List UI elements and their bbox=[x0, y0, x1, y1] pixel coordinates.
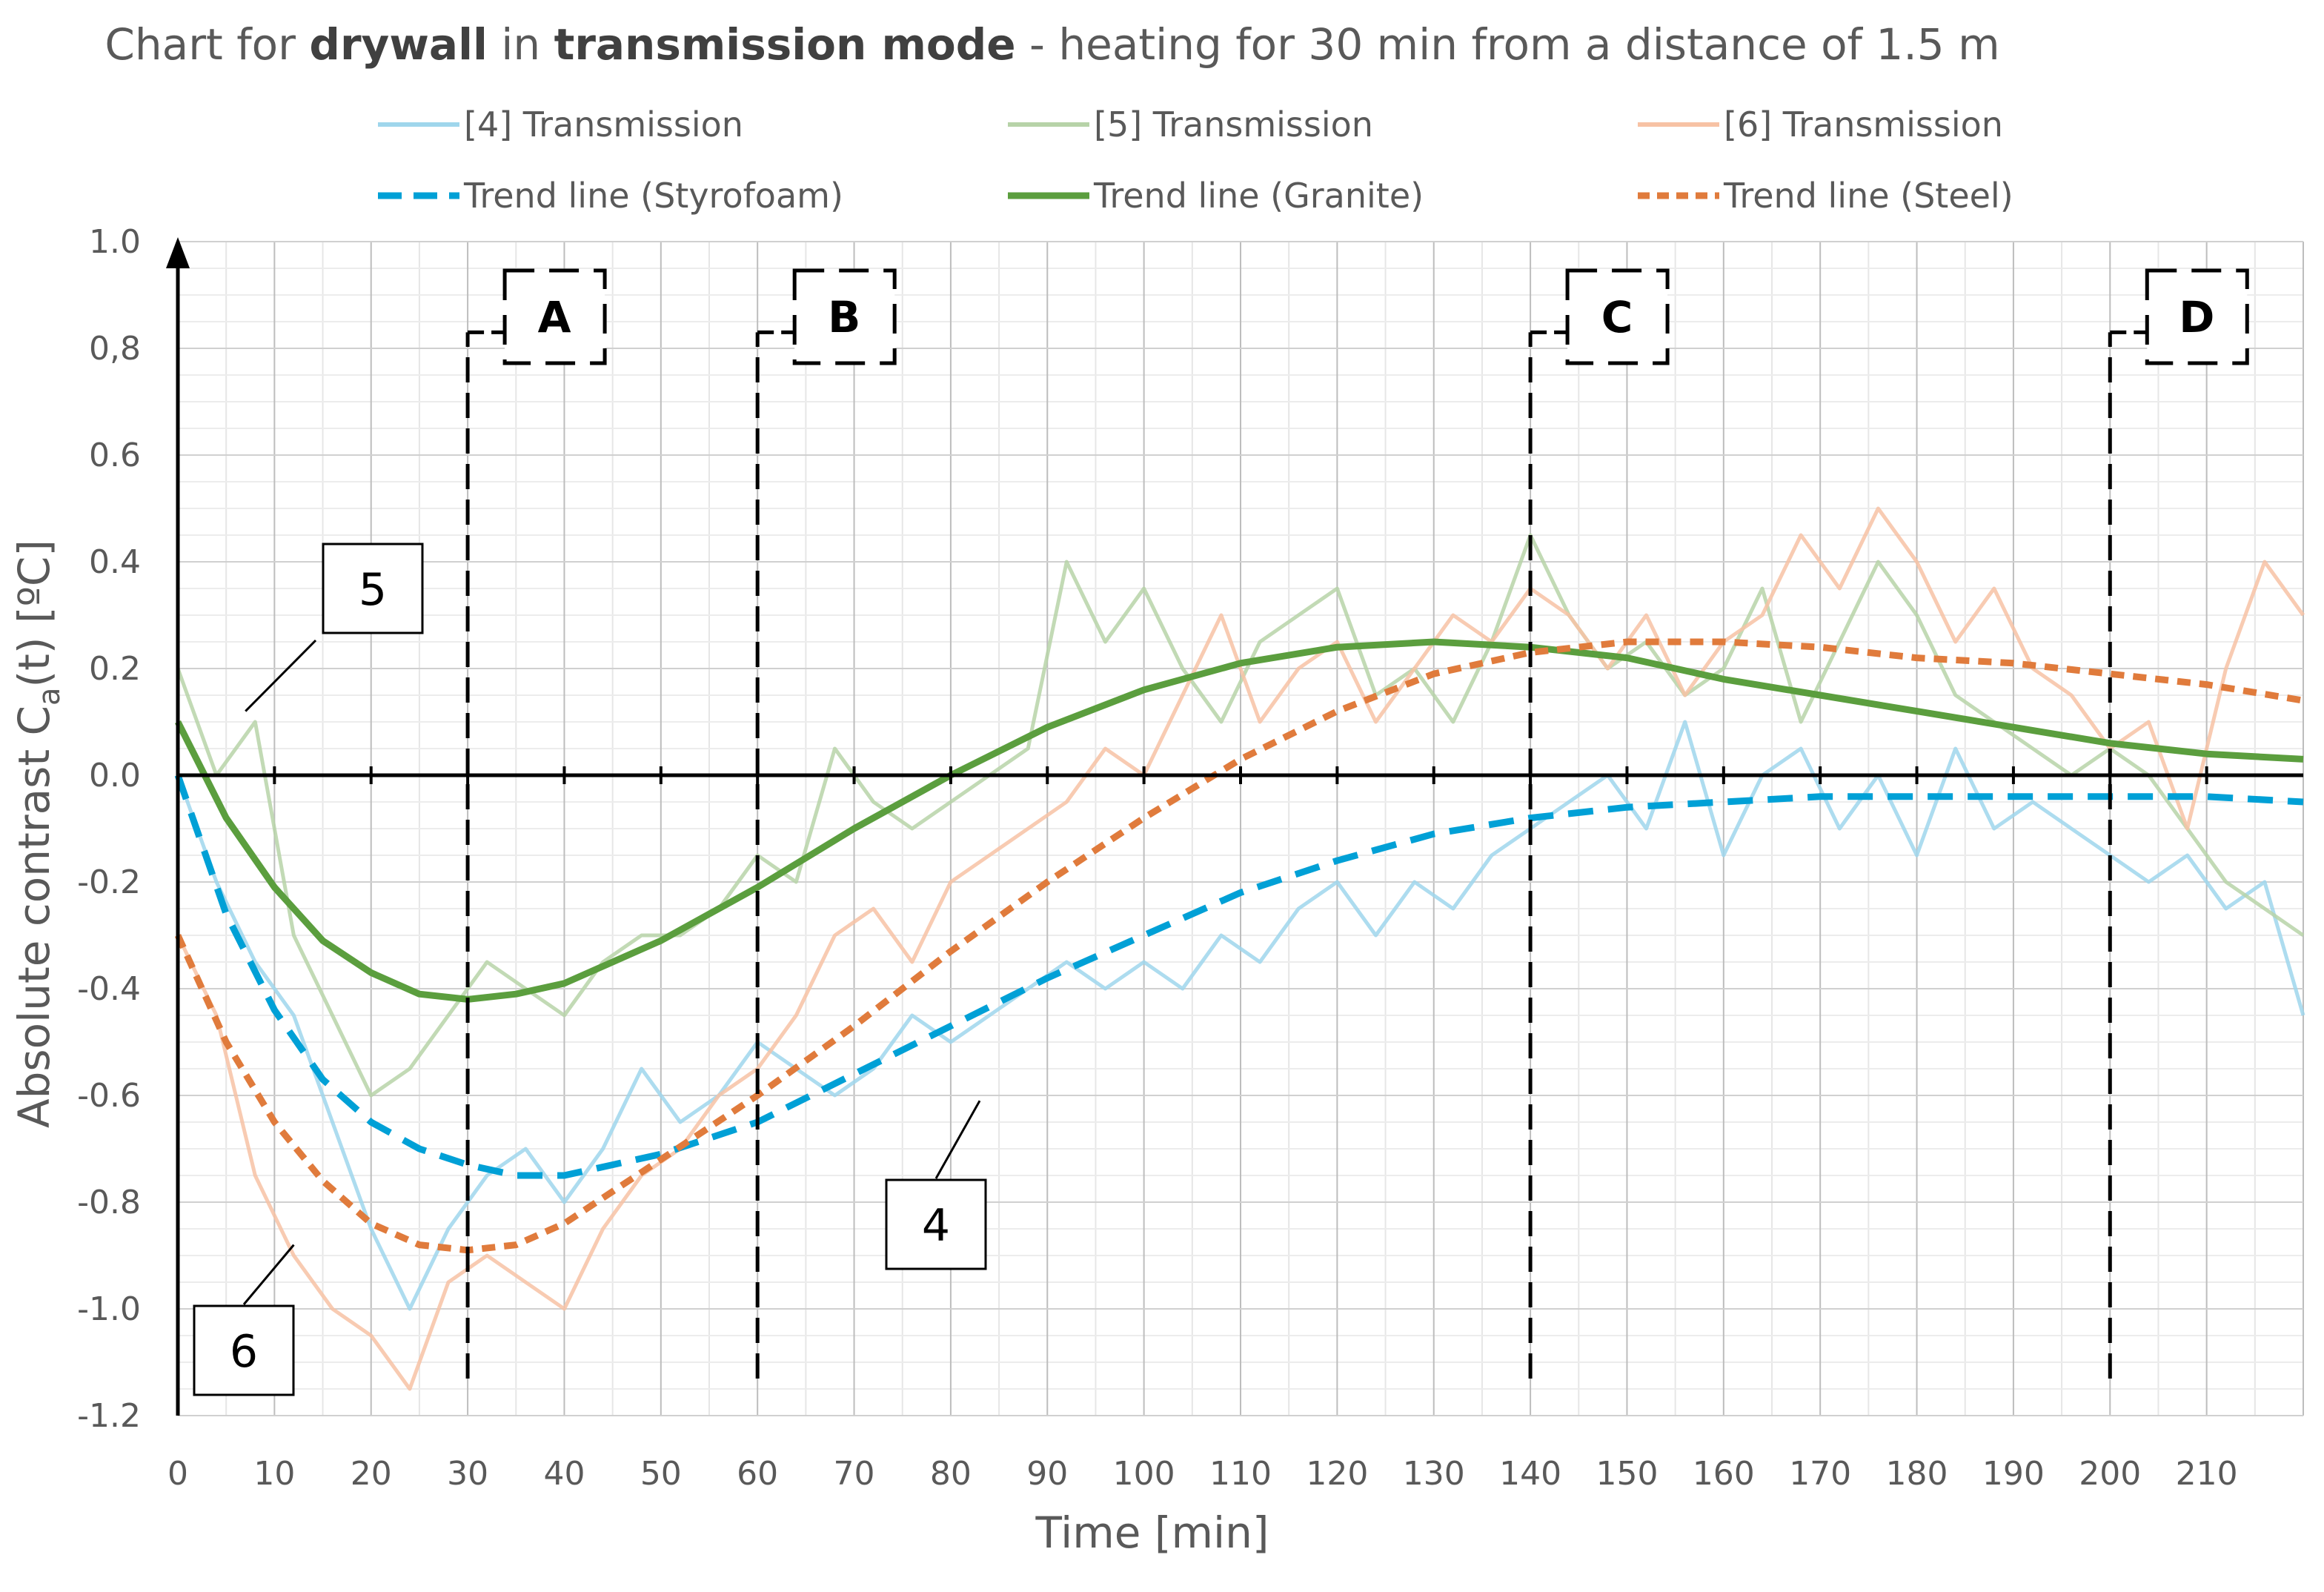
y-tick-label: 0.0 bbox=[89, 757, 141, 795]
y-tick-label: -0.2 bbox=[77, 863, 141, 901]
legend-label-trend-line-styrofoam: Trend line (Styrofoam) bbox=[463, 176, 843, 216]
x-tick-label: 130 bbox=[1403, 1455, 1465, 1493]
x-tick-label: 30 bbox=[447, 1455, 488, 1493]
y-tick-label: 1.0 bbox=[89, 223, 141, 261]
callout-label-5: 5 bbox=[359, 564, 387, 616]
y-tick-label: 0.2 bbox=[89, 650, 141, 688]
y-title-subscript: a bbox=[33, 687, 67, 706]
x-tick-label: 80 bbox=[930, 1455, 972, 1493]
title-part-1: drywall bbox=[309, 19, 487, 70]
y-tick-label: -1.0 bbox=[77, 1290, 141, 1328]
y-tick-label: -0.4 bbox=[77, 970, 141, 1008]
x-tick-label: 20 bbox=[351, 1455, 392, 1493]
x-tick-label: 0 bbox=[167, 1455, 188, 1493]
series-line-trend-line-styrofoam bbox=[174, 774, 2304, 1179]
callout-leader-4 bbox=[934, 1100, 981, 1179]
x-tick-label: 210 bbox=[2176, 1455, 2238, 1493]
series-line-6-transmission bbox=[176, 506, 2305, 1391]
x-tick-label: 90 bbox=[1026, 1455, 1068, 1493]
x-tick-label: 140 bbox=[1499, 1455, 1561, 1493]
x-tick-label: 170 bbox=[1789, 1455, 1851, 1493]
phase-marker-box-b bbox=[792, 268, 897, 365]
phase-markers: A B C D bbox=[465, 268, 2249, 1379]
legend: [4] Transmission [5] Transmission [6] Tran… bbox=[378, 105, 2013, 216]
y-axis-title: Absolute contrast Ca(t) [ºC] bbox=[9, 540, 67, 1128]
phase-marker-label-c: C bbox=[1601, 292, 1633, 342]
y-tick-label: 0.4 bbox=[89, 543, 141, 581]
y-axis-arrow bbox=[166, 237, 190, 268]
x-tick-label: 190 bbox=[1982, 1455, 2045, 1493]
x-tick-label: 160 bbox=[1693, 1455, 1755, 1493]
callout-label-4: 4 bbox=[922, 1200, 950, 1252]
y-tick-label: -0.8 bbox=[77, 1184, 141, 1221]
legend-label-4-transmission: [4] Transmission bbox=[464, 105, 743, 145]
legend-label-trend-line-granite: Trend line (Granite) bbox=[1093, 176, 1424, 216]
x-tick-label: 60 bbox=[737, 1455, 778, 1493]
title-part-4: - heating for 30 min from a distance of … bbox=[1016, 19, 2000, 70]
title-part-2: in bbox=[488, 19, 554, 70]
title-part-0: Chart for bbox=[104, 19, 309, 70]
x-tick-label: 100 bbox=[1113, 1455, 1175, 1493]
legend-label-6-transmission: [6] Transmission bbox=[1724, 105, 2003, 145]
y-tick-label: 0.6 bbox=[89, 437, 141, 474]
chart-title: Chart for drywall in transmission mode -… bbox=[104, 19, 1999, 70]
callout-box-6 bbox=[193, 1304, 295, 1396]
x-tick-label: 150 bbox=[1596, 1455, 1658, 1493]
x-tick-label: 200 bbox=[2079, 1455, 2141, 1493]
callout-label-6: 6 bbox=[230, 1326, 258, 1378]
x-tick-label: 120 bbox=[1306, 1455, 1368, 1493]
callout-leader-6 bbox=[242, 1244, 295, 1305]
y-tick-label: -0.6 bbox=[77, 1077, 141, 1115]
x-tick-label: 50 bbox=[640, 1455, 682, 1493]
x-tick-label: 10 bbox=[253, 1455, 295, 1493]
callout-box-5 bbox=[322, 543, 424, 634]
phase-marker-label-d: D bbox=[2179, 292, 2214, 342]
grid-minor bbox=[178, 241, 2303, 1416]
y-tick-label: 0,8 bbox=[89, 330, 141, 368]
legend-label-trend-line-steel: Trend line (Steel) bbox=[1723, 176, 2013, 216]
phase-marker-box-c bbox=[1565, 268, 1670, 365]
y-title-main: Absolute contrast C bbox=[9, 706, 59, 1128]
y-tick-label: -1.2 bbox=[77, 1397, 141, 1435]
tick-labels: 0 10 20 30 40 50 60 70 80 90 100 110 120 130 140 150 160… bbox=[77, 223, 2237, 1493]
x-axis-title: Time [min] bbox=[1035, 1508, 1269, 1558]
phase-marker-label-a: A bbox=[538, 292, 571, 342]
callouts: 5 6 4 bbox=[193, 543, 987, 1396]
callout-leader-5 bbox=[245, 639, 317, 712]
y-title-suffix: (t) [ºC] bbox=[9, 540, 59, 688]
phase-marker-label-b: B bbox=[828, 292, 860, 342]
x-tick-label: 70 bbox=[834, 1455, 875, 1493]
x-tick-label: 110 bbox=[1209, 1455, 1272, 1493]
series-line-trend-line-steel bbox=[174, 638, 2304, 1254]
series-line-4-transmission bbox=[176, 720, 2305, 1311]
title-part-3: transmission mode bbox=[554, 19, 1016, 70]
axes bbox=[166, 237, 2303, 1416]
phase-marker-box-d bbox=[2145, 268, 2249, 365]
callout-box-4 bbox=[885, 1178, 987, 1270]
phase-marker-box-a bbox=[502, 268, 607, 365]
legend-label-5-transmission: [5] Transmission bbox=[1094, 105, 1373, 145]
x-tick-label: 40 bbox=[543, 1455, 585, 1493]
x-tick-label: 180 bbox=[1886, 1455, 1948, 1493]
